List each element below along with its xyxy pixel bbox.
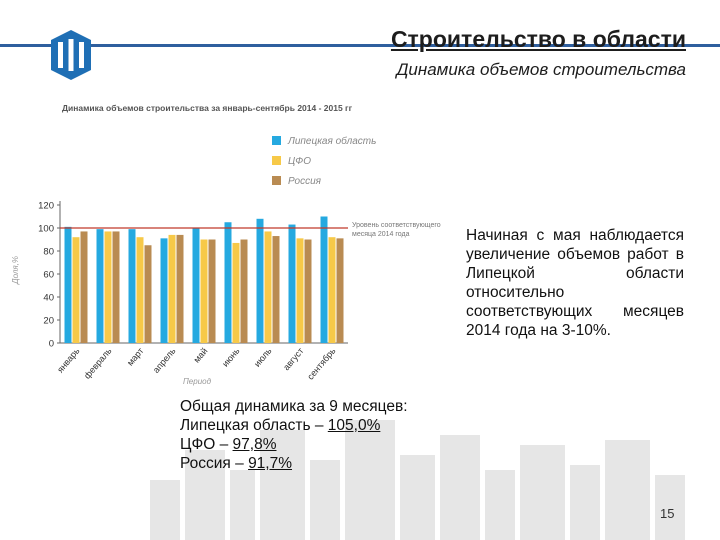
summary-block: Общая динамика за 9 месяцев: Липецкая об…	[180, 397, 420, 473]
bar-2-январь	[80, 231, 88, 343]
summary-russia: Россия – 91,7%	[180, 454, 420, 473]
chart-legend: Липецкая область ЦФО Россия	[272, 135, 376, 187]
company-logo-icon	[51, 30, 91, 80]
summary-lipetsk-label: Липецкая область –	[180, 417, 328, 434]
bar-1-март	[136, 237, 144, 343]
x-tick-label: июль	[252, 346, 274, 369]
header-rule	[0, 44, 720, 47]
y-tick-label: 60	[43, 270, 54, 281]
reference-line-label: Уровень соответствующего месяца 2014 год…	[352, 222, 443, 238]
x-tick-label: февраль	[82, 346, 114, 381]
x-tick-label: март	[125, 346, 146, 368]
page-title: Строительство в области	[390, 26, 686, 52]
summary-cfo: ЦФО – 97,8%	[180, 435, 420, 454]
bar-1-январь	[72, 237, 80, 343]
summary-cfo-label: ЦФО –	[180, 436, 233, 453]
x-tick-label: сентябрь	[305, 346, 337, 382]
bar-0-июль	[256, 218, 264, 343]
legend-label: Россия	[288, 176, 322, 187]
bar-0-февраль	[96, 229, 104, 343]
y-tick-label: 80	[43, 247, 54, 258]
summary-russia-value: 91,7%	[248, 455, 293, 472]
bar-2-май	[208, 239, 216, 343]
reference-label-line-2: месяца 2014 года	[352, 231, 410, 238]
y-axis-label: Доля,%	[11, 256, 20, 285]
bar-2-март	[144, 245, 152, 343]
summary-russia-label: Россия –	[180, 455, 249, 472]
x-tick-label: август	[281, 346, 305, 372]
legend-swatch	[272, 156, 281, 165]
x-tick-label: июнь	[220, 346, 242, 369]
plot-area: 0 20 40 60 80 100 120 январь февраль март апрель ма…	[38, 201, 348, 382]
bar-0-январь	[64, 226, 72, 343]
city-skyline-background	[150, 420, 685, 540]
y-tick-label: 40	[43, 293, 54, 304]
bar-0-март	[128, 229, 136, 343]
slide-number: 15	[660, 506, 675, 521]
bar-2-февраль	[112, 231, 120, 343]
bar-1-июнь	[232, 242, 240, 343]
bar-0-сентябрь	[320, 216, 328, 343]
reference-label-line-1: Уровень соответствующего	[352, 222, 441, 229]
summary-lipetsk-value: 105,0%	[327, 417, 381, 434]
trend-description: Начиная с мая наблюдается увеличение объ…	[466, 227, 684, 339]
bar-1-май	[200, 239, 208, 343]
x-axis-label: Период	[183, 377, 212, 386]
x-tick-label: апрель	[151, 346, 178, 375]
bar-2-июль	[272, 236, 280, 343]
legend-swatch	[272, 136, 281, 145]
bar-2-август	[304, 239, 312, 343]
legend-label: ЦФО	[288, 156, 311, 167]
summary-cfo-value: 97,8%	[232, 436, 277, 453]
x-tick-label: май	[191, 346, 209, 365]
legend-label: Липецкая область	[287, 135, 376, 147]
bar-0-май	[192, 228, 200, 343]
bar-1-апрель	[168, 234, 176, 343]
y-tick-label: 120	[38, 201, 54, 212]
y-tick-label: 0	[49, 339, 54, 350]
bar-0-август	[288, 224, 296, 343]
bar-1-август	[296, 238, 304, 343]
page-subtitle: Динамика объемов строительства	[396, 60, 686, 79]
y-tick-label: 100	[38, 224, 54, 235]
bar-1-июль	[264, 231, 272, 343]
bar-1-февраль	[104, 231, 112, 343]
chart-title: Динамика объемов строительства за январь…	[62, 103, 353, 113]
summary-lipetsk: Липецкая область – 105,0%	[180, 416, 420, 435]
bar-2-июнь	[240, 239, 248, 343]
bar-1-сентябрь	[328, 237, 336, 343]
y-tick-label: 20	[43, 316, 54, 327]
x-tick-label: январь	[55, 346, 82, 375]
bar-2-апрель	[176, 234, 184, 343]
bar-0-июнь	[224, 222, 232, 343]
bar-2-сентябрь	[336, 238, 344, 343]
summary-heading: Общая динамика за 9 месяцев:	[180, 398, 408, 415]
legend-swatch	[272, 176, 281, 185]
bar-0-апрель	[160, 238, 168, 343]
